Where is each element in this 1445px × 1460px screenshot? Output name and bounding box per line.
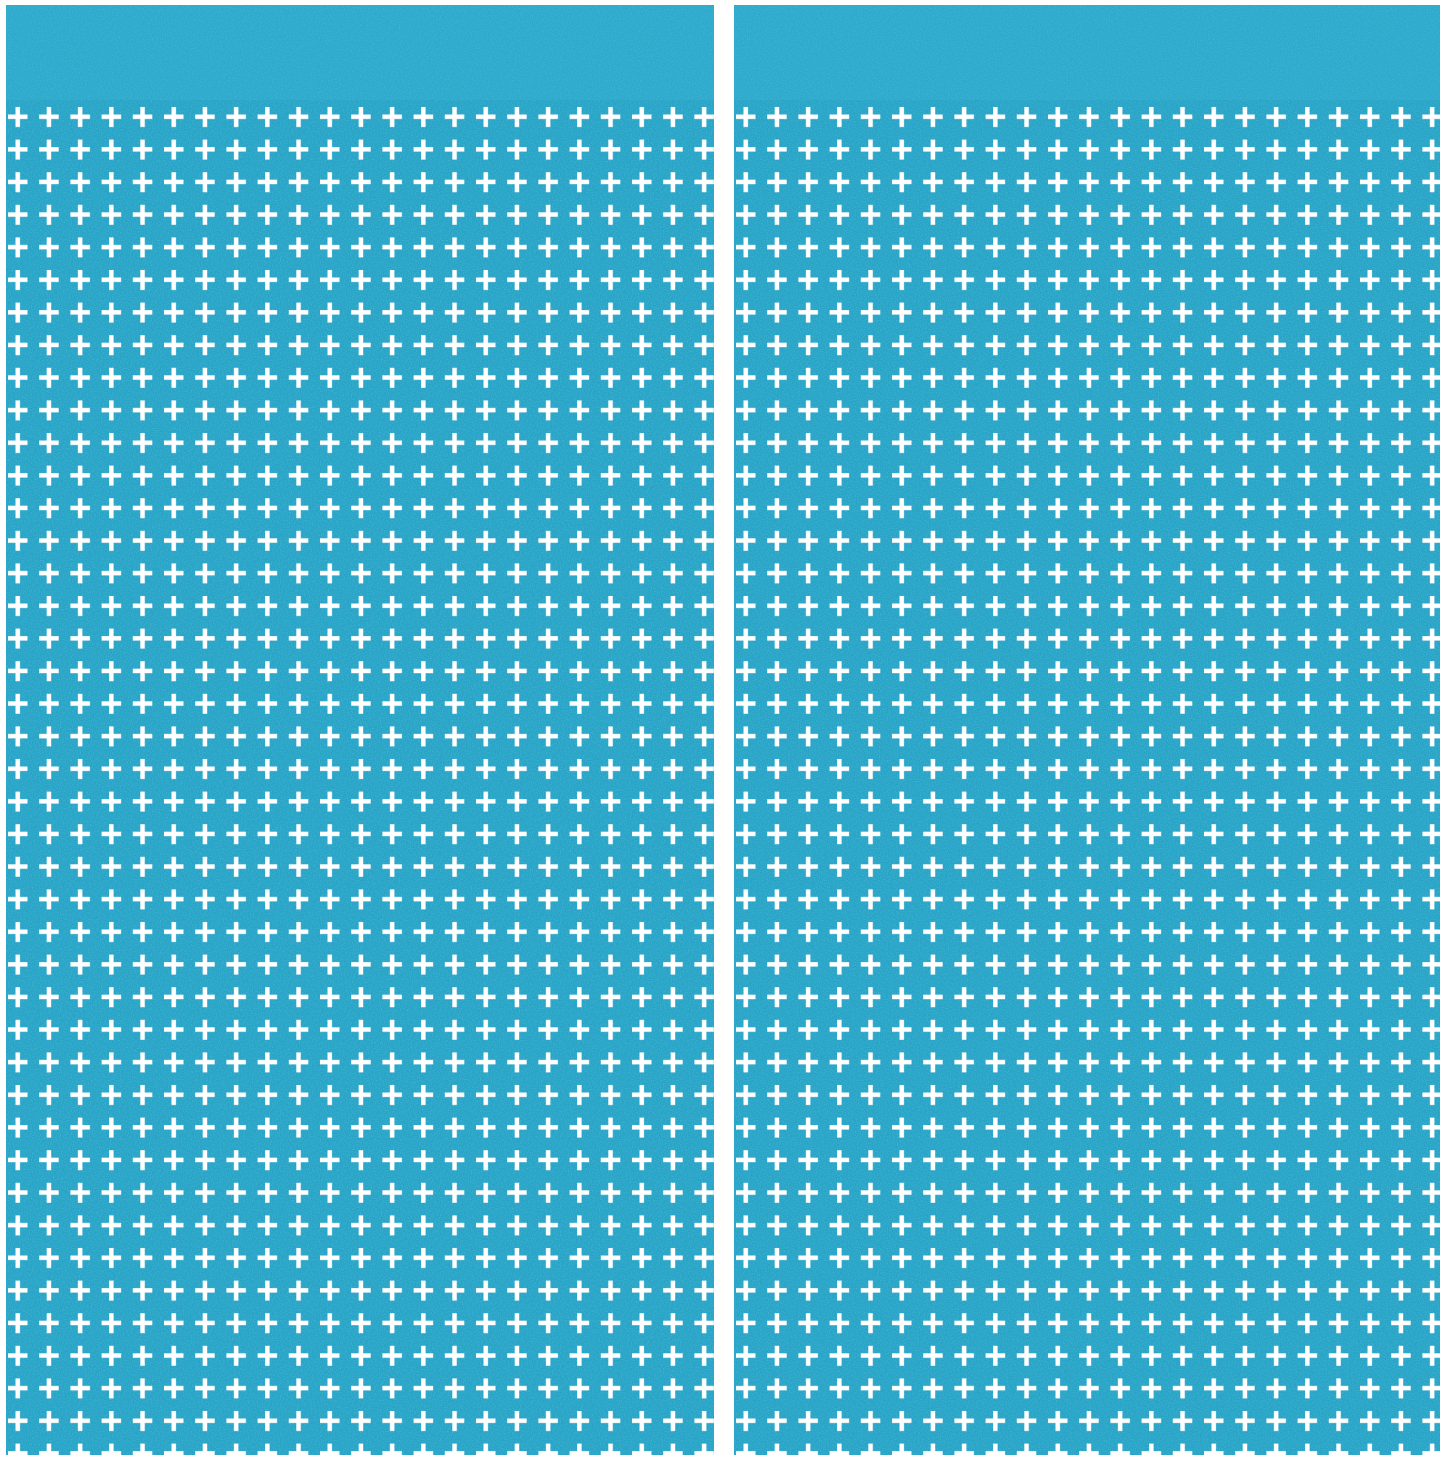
header-band (6, 5, 714, 100)
foil-curtain-panel-right (734, 5, 1440, 1455)
foil-curtain (6, 5, 714, 1455)
cross-cutouts (734, 104, 1440, 1455)
foil-curtain-panel-left (6, 5, 714, 1455)
header-band (734, 5, 1440, 100)
cross-cutouts (6, 104, 714, 1455)
foil-curtain (734, 5, 1440, 1455)
